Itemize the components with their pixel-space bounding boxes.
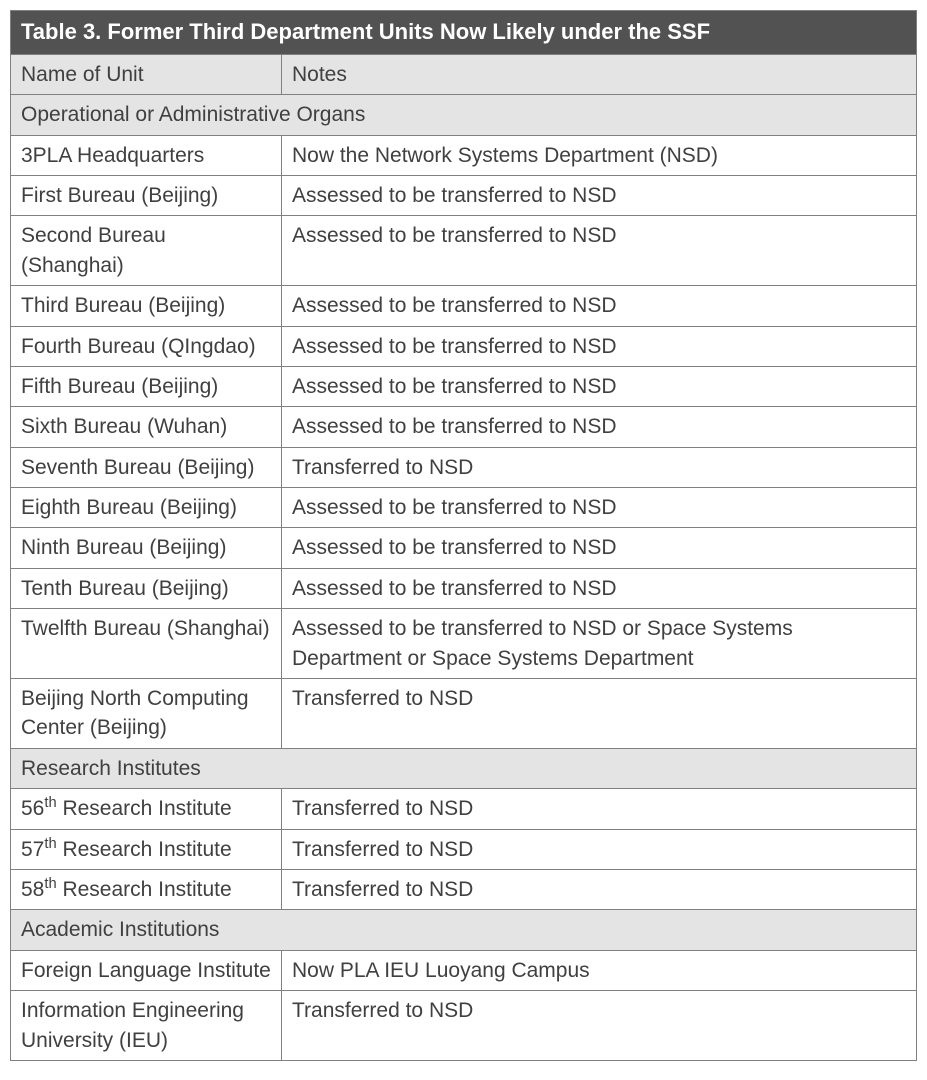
unit-name-cell: Eighth Bureau (Beijing) xyxy=(11,488,282,528)
unit-name-cell: Twelfth Bureau (Shanghai) xyxy=(11,609,282,679)
unit-notes-cell: Assessed to be transferred to NSD xyxy=(282,366,917,406)
table-title: Table 3. Former Third Department Units N… xyxy=(11,11,917,55)
unit-notes-cell: Transferred to NSD xyxy=(282,679,917,749)
unit-name-cell: 57th Research Institute xyxy=(11,829,282,869)
table-row: Foreign Language InstituteNow PLA IEU Lu… xyxy=(11,950,917,990)
col-header-name: Name of Unit xyxy=(11,54,282,94)
unit-notes-cell: Assessed to be transferred to NSD xyxy=(282,407,917,447)
table-row: Sixth Bureau (Wuhan)Assessed to be trans… xyxy=(11,407,917,447)
table-row: Second Bureau (Shanghai)Assessed to be t… xyxy=(11,216,917,286)
unit-name-cell: 3PLA Headquarters xyxy=(11,135,282,175)
table-row: Information Engineering University (IEU)… xyxy=(11,991,917,1061)
unit-name-cell: Tenth Bureau (Beijing) xyxy=(11,568,282,608)
table-row: First Bureau (Beijing)Assessed to be tra… xyxy=(11,175,917,215)
section-row: Operational or Administrative Organs xyxy=(11,95,917,135)
unit-notes-cell: Assessed to be transferred to NSD xyxy=(282,216,917,286)
table-body: Operational or Administrative Organs3PLA… xyxy=(11,95,917,1061)
unit-name-cell: 56th Research Institute xyxy=(11,789,282,829)
ssf-units-table: Table 3. Former Third Department Units N… xyxy=(10,10,917,1061)
unit-name-cell: Seventh Bureau (Beijing) xyxy=(11,447,282,487)
table-row: Fifth Bureau (Beijing)Assessed to be tra… xyxy=(11,366,917,406)
table-row: Seventh Bureau (Beijing)Transferred to N… xyxy=(11,447,917,487)
unit-notes-cell: Transferred to NSD xyxy=(282,991,917,1061)
section-row: Academic Institutions xyxy=(11,910,917,950)
unit-notes-cell: Assessed to be transferred to NSD xyxy=(282,326,917,366)
unit-notes-cell: Assessed to be transferred to NSD xyxy=(282,528,917,568)
unit-notes-cell: Transferred to NSD xyxy=(282,447,917,487)
unit-notes-cell: Assessed to be transferred to NSD xyxy=(282,286,917,326)
col-header-notes: Notes xyxy=(282,54,917,94)
section-label: Academic Institutions xyxy=(11,910,917,950)
unit-name-cell: Beijing North Computing Center (Beijing) xyxy=(11,679,282,749)
table-header-row: Name of Unit Notes xyxy=(11,54,917,94)
unit-notes-cell: Transferred to NSD xyxy=(282,829,917,869)
table-row: 56th Research InstituteTransferred to NS… xyxy=(11,789,917,829)
table-row: Eighth Bureau (Beijing)Assessed to be tr… xyxy=(11,488,917,528)
table-row: Third Bureau (Beijing)Assessed to be tra… xyxy=(11,286,917,326)
table-row: 58th Research InstituteTransferred to NS… xyxy=(11,870,917,910)
unit-notes-cell: Assessed to be transferred to NSD or Spa… xyxy=(282,609,917,679)
unit-notes-cell: Assessed to be transferred to NSD xyxy=(282,568,917,608)
unit-name-cell: Ninth Bureau (Beijing) xyxy=(11,528,282,568)
unit-name-cell: Foreign Language Institute xyxy=(11,950,282,990)
unit-name-cell: Third Bureau (Beijing) xyxy=(11,286,282,326)
unit-notes-cell: Transferred to NSD xyxy=(282,870,917,910)
unit-name-cell: First Bureau (Beijing) xyxy=(11,175,282,215)
table-row: 57th Research InstituteTransferred to NS… xyxy=(11,829,917,869)
section-row: Research Institutes xyxy=(11,748,917,788)
unit-name-cell: Information Engineering University (IEU) xyxy=(11,991,282,1061)
section-label: Research Institutes xyxy=(11,748,917,788)
table-row: Ninth Bureau (Beijing)Assessed to be tra… xyxy=(11,528,917,568)
unit-name-cell: 58th Research Institute xyxy=(11,870,282,910)
section-label: Operational or Administrative Organs xyxy=(11,95,917,135)
table-row: 3PLA HeadquartersNow the Network Systems… xyxy=(11,135,917,175)
unit-name-cell: Fifth Bureau (Beijing) xyxy=(11,366,282,406)
table-row: Beijing North Computing Center (Beijing)… xyxy=(11,679,917,749)
unit-notes-cell: Transferred to NSD xyxy=(282,789,917,829)
unit-name-cell: Sixth Bureau (Wuhan) xyxy=(11,407,282,447)
unit-notes-cell: Assessed to be transferred to NSD xyxy=(282,175,917,215)
table-row: Twelfth Bureau (Shanghai)Assessed to be … xyxy=(11,609,917,679)
unit-notes-cell: Now the Network Systems Department (NSD) xyxy=(282,135,917,175)
unit-name-cell: Fourth Bureau (QIngdao) xyxy=(11,326,282,366)
table-row: Tenth Bureau (Beijing)Assessed to be tra… xyxy=(11,568,917,608)
unit-name-cell: Second Bureau (Shanghai) xyxy=(11,216,282,286)
unit-notes-cell: Assessed to be transferred to NSD xyxy=(282,488,917,528)
table-title-row: Table 3. Former Third Department Units N… xyxy=(11,11,917,55)
unit-notes-cell: Now PLA IEU Luoyang Campus xyxy=(282,950,917,990)
table-row: Fourth Bureau (QIngdao)Assessed to be tr… xyxy=(11,326,917,366)
